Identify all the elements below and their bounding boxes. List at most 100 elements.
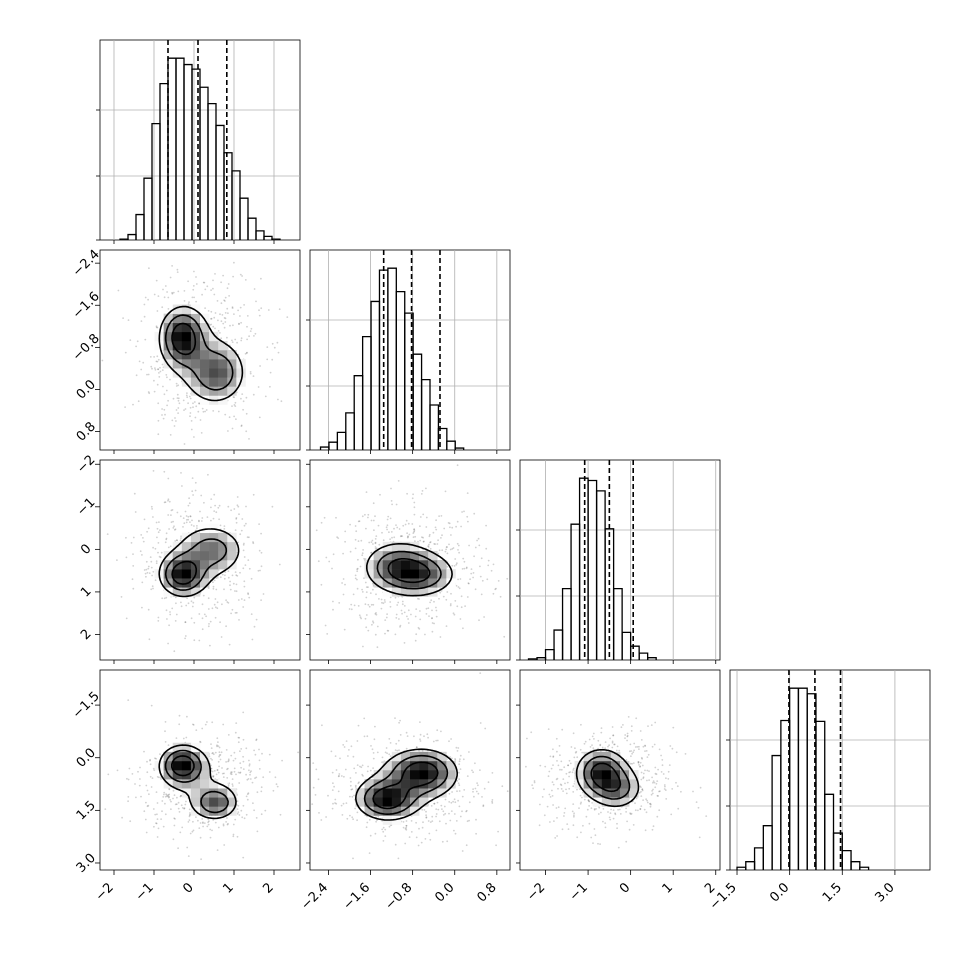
sample-point [473,555,475,558]
sample-point [210,506,212,509]
density-cell [419,569,429,579]
sample-point [655,782,658,785]
sample-point [217,826,220,829]
sample-point [604,741,607,743]
density-cell [200,368,210,378]
sample-point [199,836,202,839]
sample-point [237,811,240,813]
sample-point [580,831,582,834]
sample-point [226,336,228,339]
sample-point [389,755,392,757]
sample-point [193,401,196,403]
sample-point [116,769,119,772]
sample-point [230,754,233,757]
sample-point [629,813,632,815]
sample-point [187,855,190,857]
sample-point [593,828,596,830]
sample-point [166,376,168,379]
sample-point [352,818,354,821]
sample-point [200,494,203,497]
sample-point [226,307,229,310]
sample-point [167,796,170,799]
sample-point [198,520,200,523]
sample-point [235,611,238,614]
sample-point [199,510,201,513]
sample-point [165,596,168,599]
sample-point [357,520,360,523]
sample-point [445,625,448,627]
sample-point [530,731,533,734]
sample-point [226,777,229,779]
sample-point [455,746,458,749]
sample-point [216,601,219,604]
sample-point [637,761,640,763]
sample-point [413,531,415,533]
density-cell [200,760,210,771]
sample-point [381,756,384,759]
sample-point [225,821,228,823]
sample-point [454,832,457,835]
sample-point [361,552,364,555]
sample-point [202,594,205,597]
sample-point [490,569,493,572]
density-cell [200,331,210,342]
sample-point [236,575,239,577]
sample-point [152,808,155,810]
sample-point [242,567,245,570]
density-cell [592,760,603,771]
sample-point [188,301,190,303]
sample-point [370,745,372,747]
sample-point [396,604,399,606]
sample-point [405,519,408,522]
sample-point [365,626,368,629]
sample-point [495,844,497,847]
sample-point [483,616,485,618]
sample-point [167,499,169,502]
density-cell [428,560,438,570]
sample-point [457,747,460,749]
marginal-panel-1 [306,249,511,451]
sample-point [574,747,576,750]
x-tick-label-m2p4: −2.4 [298,880,331,913]
sample-point [176,511,179,514]
sample-point [614,813,617,816]
sample-point [232,324,234,327]
sample-point [414,615,417,618]
sample-point [456,780,459,782]
sample-point [436,729,439,732]
sample-point [212,279,214,282]
sample-point [234,338,237,341]
sample-point [183,807,186,810]
sample-point [571,810,574,813]
sample-point [435,815,437,818]
sample-point [386,629,389,632]
sample-point [390,487,392,490]
sample-point [150,704,153,707]
sample-point [533,781,536,784]
sample-point [483,787,486,790]
sample-point [183,409,185,411]
sample-point [238,513,240,516]
sample-point [146,760,148,763]
sample-point [240,397,242,400]
sample-point [255,618,258,621]
density-cell [629,788,639,798]
sample-point [225,749,228,751]
sample-point [163,393,166,396]
hist-bar [361,335,372,450]
sample-point [473,795,475,798]
sample-point [357,540,360,542]
sample-point [213,510,216,512]
sample-point [180,601,182,604]
sample-point [642,777,645,780]
sample-point [138,784,141,787]
sample-point [191,477,194,479]
sample-point [350,745,353,748]
sample-point [539,764,542,767]
sample-point [548,793,551,796]
sample-point [247,792,250,795]
sample-point [415,608,418,610]
sample-point [271,505,274,508]
sample-point [375,612,377,614]
panel-frame [519,669,721,871]
